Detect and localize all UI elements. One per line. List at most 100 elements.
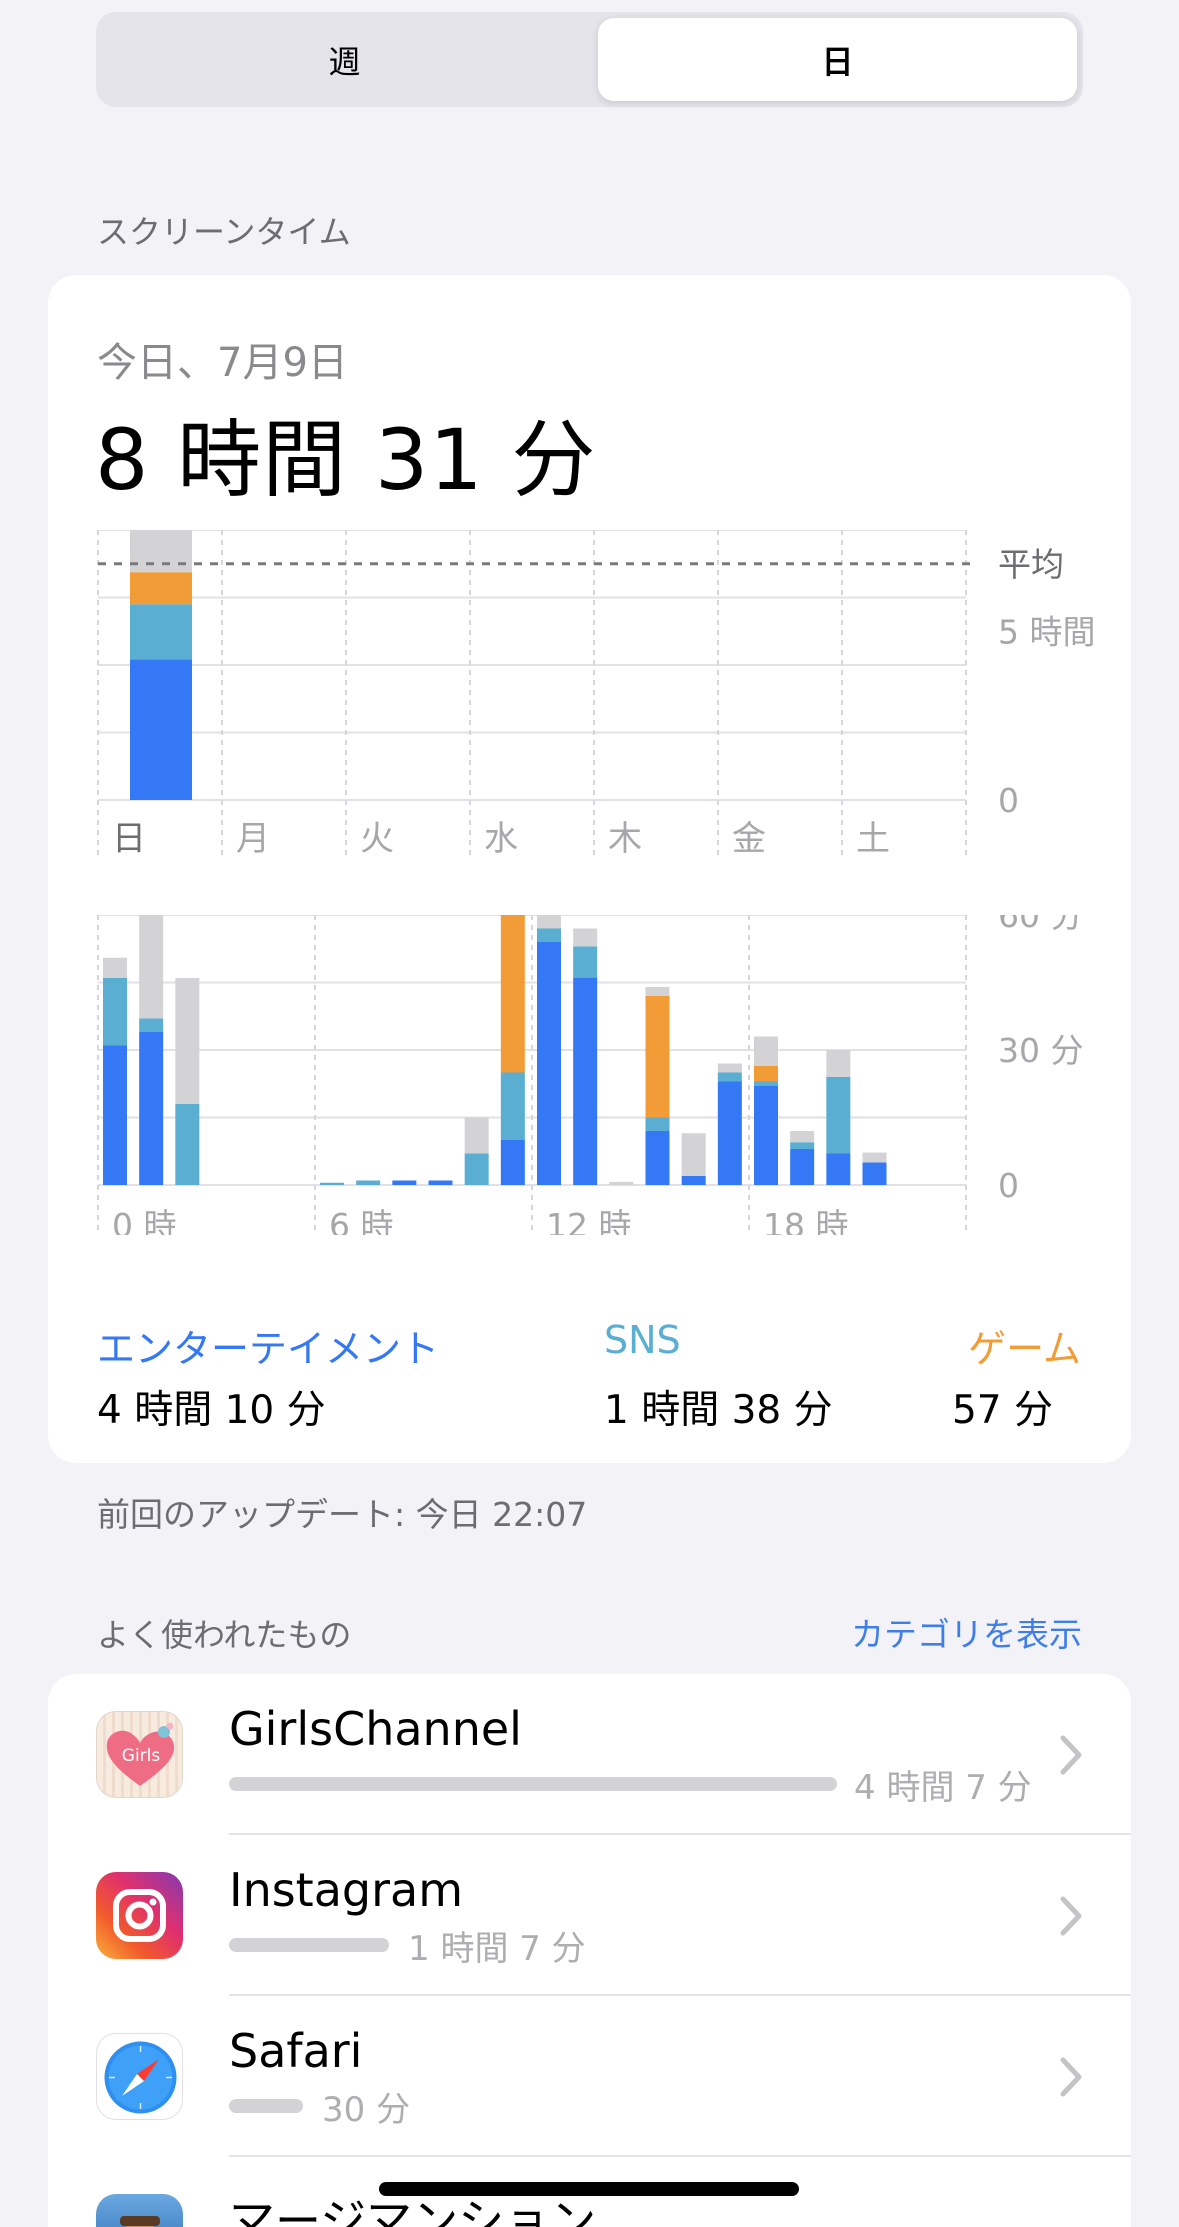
bar-segment bbox=[790, 1149, 815, 1185]
bar-segment bbox=[464, 1153, 489, 1185]
bar-segment bbox=[681, 1176, 706, 1185]
app-row-merge-mansion[interactable]: マージマンション bbox=[48, 2157, 1131, 2227]
segment-day[interactable]: 日 bbox=[598, 18, 1077, 101]
bar-segment bbox=[130, 604, 192, 660]
y-tick-label: 30 分 bbox=[998, 1031, 1083, 1070]
app-name: Safari bbox=[229, 2024, 363, 2078]
legend-sns-value: 1 時間 38 分 bbox=[604, 1388, 833, 1433]
legend-game-label: ゲーム bbox=[968, 1327, 1081, 1371]
app-row-girlschannel[interactable]: Girls GirlsChannel 4 時間 7 分 bbox=[48, 1674, 1131, 1835]
x-tick-label: 火 bbox=[360, 819, 394, 859]
row-divider bbox=[229, 2155, 1131, 2157]
date-label: 今日、7月9日 bbox=[97, 340, 348, 386]
weekly-usage-chart: 平均 5 時間 0 日 月 火 水 木 金 土 bbox=[97, 530, 1096, 860]
bar-segment bbox=[717, 1072, 742, 1082]
girlschannel-app-icon: Girls bbox=[96, 1711, 183, 1798]
app-row-instagram[interactable]: Instagram 1 時間 7 分 bbox=[48, 1835, 1131, 1996]
x-tick-label: 金 bbox=[732, 819, 766, 859]
bar-segment bbox=[139, 1032, 164, 1185]
bar-segment bbox=[862, 1152, 887, 1163]
app-row-safari[interactable]: Safari 30 分 bbox=[48, 1996, 1131, 2157]
bar-segment bbox=[573, 928, 598, 947]
bar-segment bbox=[130, 659, 192, 800]
bar-segment bbox=[717, 1081, 742, 1185]
x-tick-label: 木 bbox=[608, 819, 642, 859]
bar-segment bbox=[428, 1180, 453, 1185]
most-used-section-label: よく使われたもの bbox=[97, 1616, 352, 1654]
bar-segment bbox=[754, 1081, 778, 1086]
bar-segment bbox=[826, 1077, 851, 1154]
legend-entertainment-label: エンターテイメント bbox=[97, 1327, 440, 1371]
show-categories-link[interactable]: カテゴリを表示 bbox=[851, 1615, 1082, 1654]
total-time: 8 時間 31 分 bbox=[95, 411, 597, 509]
row-divider bbox=[229, 1994, 1131, 1996]
x-tick-label: 土 bbox=[856, 819, 890, 859]
bar-segment bbox=[175, 1104, 200, 1185]
bar-segment bbox=[862, 1162, 887, 1185]
bar-segment bbox=[320, 1182, 344, 1185]
home-indicator bbox=[379, 2182, 799, 2196]
svg-text:Girls: Girls bbox=[122, 1746, 161, 1766]
bar-segment bbox=[609, 1181, 634, 1185]
bar-segment bbox=[826, 1050, 851, 1077]
bar-segment bbox=[130, 530, 192, 573]
bar-segment bbox=[537, 915, 561, 929]
bar-segment bbox=[139, 1018, 164, 1032]
x-tick-label: 6 時 bbox=[329, 1206, 394, 1235]
bar-segment bbox=[130, 572, 192, 605]
bar-segment bbox=[103, 978, 127, 1046]
bar-segment bbox=[537, 928, 561, 942]
app-usage-time: 1 時間 7 分 bbox=[408, 1929, 586, 1969]
chevron-right-icon bbox=[1060, 2057, 1082, 2097]
x-tick-label: 18 時 bbox=[763, 1206, 848, 1235]
hourly-usage-chart: 60 分 30 分 0 0 時 6 時 12 時 18 時 bbox=[97, 915, 1083, 1235]
segment-week[interactable]: 週 bbox=[328, 42, 361, 81]
instagram-app-icon bbox=[96, 1872, 183, 1959]
x-tick-label: 0 時 bbox=[112, 1206, 177, 1235]
x-tick-label: 月 bbox=[236, 819, 270, 859]
bar-segment bbox=[500, 1140, 525, 1185]
bar-segment bbox=[500, 915, 525, 1073]
y-tick-label: 0 bbox=[998, 1166, 1019, 1205]
x-tick-label: 12 時 bbox=[546, 1206, 631, 1235]
bar-segment bbox=[790, 1142, 815, 1149]
legend-sns-label: SNS bbox=[604, 1318, 681, 1362]
x-tick-label: 日 bbox=[112, 819, 146, 859]
legend-entertainment-value: 4 時間 10 分 bbox=[97, 1388, 326, 1433]
y-tick-label: 60 分 bbox=[998, 915, 1083, 935]
app-name: GirlsChannel bbox=[229, 1702, 522, 1756]
bar-segment bbox=[681, 1133, 706, 1176]
app-usage-time: 30 分 bbox=[322, 2090, 411, 2130]
safari-app-icon bbox=[96, 2033, 183, 2120]
x-tick-label: 水 bbox=[484, 819, 518, 859]
bar-segment bbox=[790, 1131, 815, 1143]
usage-bar bbox=[229, 1777, 837, 1791]
bar-segment bbox=[392, 1180, 417, 1185]
y-tick-label: 0 bbox=[998, 781, 1019, 820]
bar-segment bbox=[500, 1072, 525, 1140]
bar-segment bbox=[103, 1045, 127, 1185]
bar-segment bbox=[464, 1117, 489, 1154]
bar-segment bbox=[356, 1180, 381, 1185]
bar-segment bbox=[139, 915, 164, 1019]
bar-segment bbox=[537, 942, 561, 1185]
usage-bar bbox=[229, 1938, 389, 1952]
bar-segment bbox=[754, 1086, 778, 1185]
app-usage-time: 4 時間 7 分 bbox=[854, 1768, 1032, 1808]
y-tick-label: 5 時間 bbox=[998, 612, 1096, 651]
app-name: マージマンション bbox=[229, 2194, 597, 2227]
screen-time-card[interactable]: 今日、7月9日 8 時間 31 分 平均 5 時間 0 日 月 火 水 木 金 土 60 分 30 … bbox=[48, 275, 1131, 1463]
merge-mansion-app-icon bbox=[96, 2194, 183, 2227]
most-used-list: Girls GirlsChannel 4 時間 7 分 Instagram 1 … bbox=[48, 1674, 1131, 2227]
bar-segment bbox=[645, 1131, 670, 1185]
chevron-right-icon bbox=[1060, 1735, 1082, 1775]
bar-segment bbox=[754, 1036, 778, 1066]
bar-segment bbox=[645, 1117, 670, 1131]
period-segmented-control: 週 日 bbox=[96, 12, 1083, 107]
last-update-label: 前回のアップデート: 今日 22:07 bbox=[97, 1495, 588, 1534]
legend-game-value: 57 分 bbox=[951, 1388, 1053, 1433]
bar-segment bbox=[573, 946, 598, 978]
bar-segment bbox=[826, 1153, 851, 1185]
chevron-right-icon bbox=[1060, 1896, 1082, 1936]
bar-segment bbox=[175, 978, 200, 1104]
